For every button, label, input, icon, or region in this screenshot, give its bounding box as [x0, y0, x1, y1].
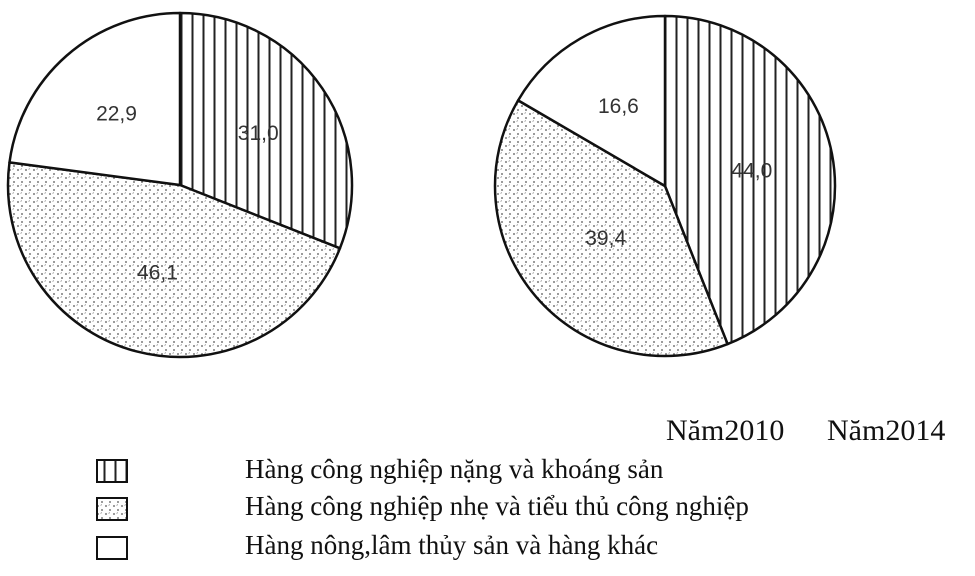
legend-swatch-dots — [96, 497, 128, 521]
legend-label-heavy-industry: Hàng công nghiệp nặng và khoáng sản — [245, 454, 664, 484]
pie-slice-0-1 — [6, 161, 342, 359]
year-labels: Năm2010 Năm2014 — [666, 414, 945, 447]
slice-value-label-1-0: 44,0 — [731, 159, 772, 182]
legend-swatch-none — [96, 536, 128, 560]
slice-value-label-0-1: 46,1 — [137, 262, 178, 285]
legend-label-agriculture: Hàng nông,lâm thủy sản và hàng khác — [245, 530, 658, 560]
legend: Hàng công nghiệp nặng và khoáng sản Hàng… — [96, 454, 749, 560]
pie-0: 31,0 46,1 22,9 — [6, 11, 354, 359]
pie-slice-1-2 — [516, 14, 667, 188]
pie-slice-1-1 — [493, 99, 729, 358]
legend-swatch-vertical-lines — [96, 459, 128, 483]
year-label-2014: Năm2014 — [827, 414, 945, 447]
slice-value-label-1-2: 16,6 — [598, 95, 639, 118]
year-label-2010: Năm2010 — [666, 414, 784, 447]
slice-value-label-0-0: 31,0 — [238, 122, 279, 145]
pie-slice-1-0 — [663, 14, 837, 346]
slice-value-label-1-1: 39,4 — [585, 227, 626, 250]
pie-slice-0-2 — [8, 11, 182, 187]
pie-1: 44,0 39,4 16,6 — [493, 14, 837, 358]
pie-slice-0-0 — [178, 11, 354, 250]
pies-layer: 31,0 46,1 22,9 44,0 39,4 16,6 — [6, 11, 837, 359]
legend-label-light-industry: Hàng công nghiệp nhẹ và tiểu thủ công ng… — [245, 491, 749, 521]
slice-value-label-0-2: 22,9 — [96, 103, 137, 126]
